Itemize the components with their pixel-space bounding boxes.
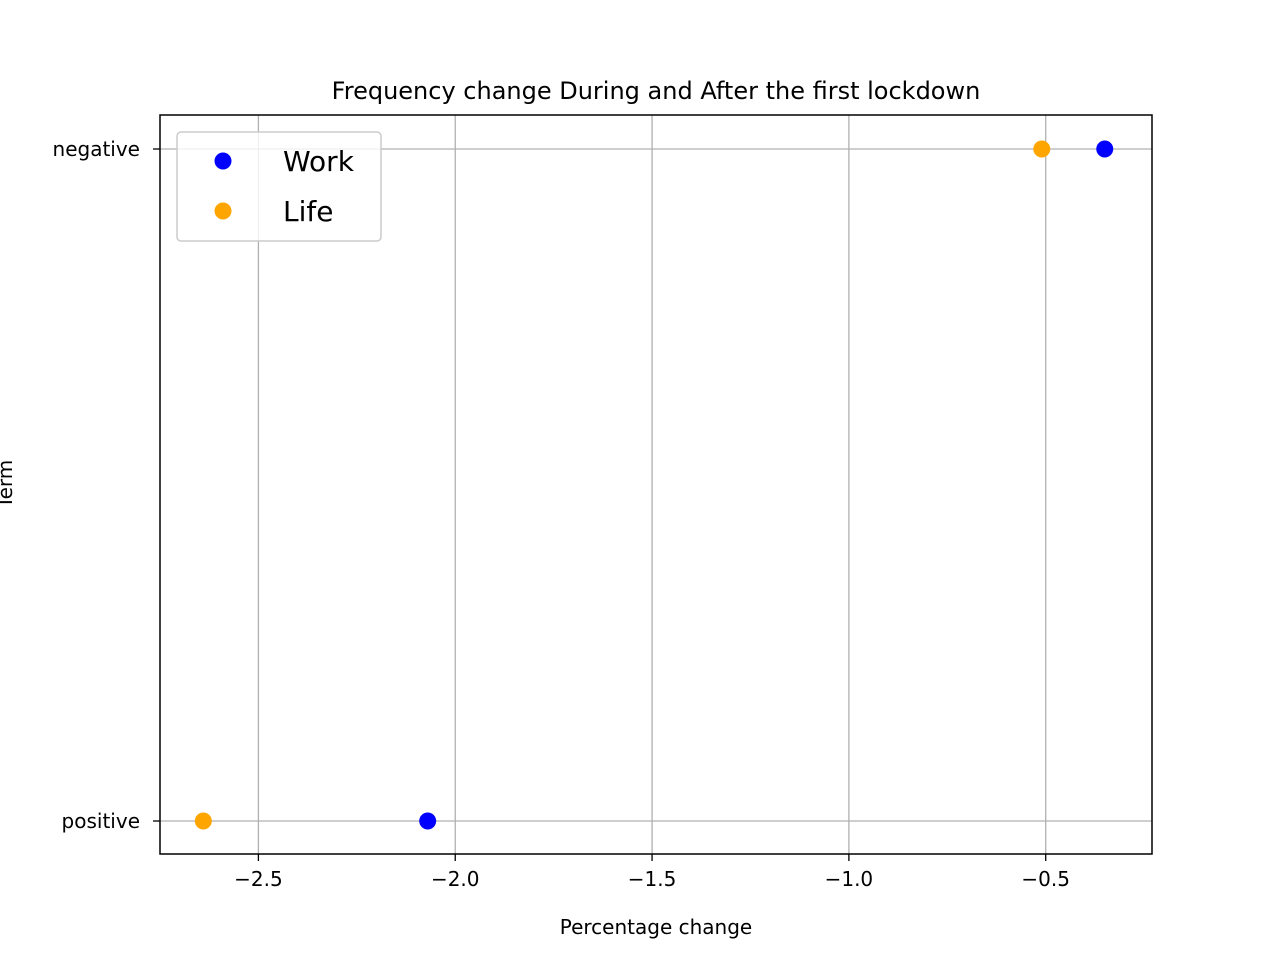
data-point-life bbox=[1033, 140, 1051, 158]
legend-label-life: Life bbox=[283, 195, 333, 228]
y-tick-label: negative bbox=[53, 137, 140, 161]
data-point-life bbox=[194, 812, 212, 830]
plot-frame bbox=[159, 114, 1153, 855]
x-tick-label: −1.0 bbox=[825, 867, 874, 891]
x-tick-label: −1.5 bbox=[628, 867, 677, 891]
chart-title: Frequency change During and After the fi… bbox=[332, 77, 981, 105]
x-tick-label: −2.5 bbox=[234, 867, 283, 891]
y-axis-label: Term bbox=[0, 460, 17, 509]
legend: Work Life bbox=[176, 131, 382, 242]
x-axis-label: Percentage change bbox=[560, 915, 752, 939]
legend-marker-life bbox=[214, 202, 232, 220]
x-tick-label: −2.0 bbox=[431, 867, 480, 891]
legend-label-work: Work bbox=[283, 145, 355, 178]
legend-marker-work bbox=[214, 152, 232, 170]
x-tick-label: −0.5 bbox=[1021, 867, 1070, 891]
data-points bbox=[194, 140, 1114, 830]
data-point-work bbox=[1096, 140, 1114, 158]
axis-ticks: −2.5 −2.0 −1.5 −1.0 −0.5 positive negative bbox=[53, 137, 1070, 891]
data-point-work bbox=[419, 812, 437, 830]
y-tick-label: positive bbox=[62, 809, 140, 833]
